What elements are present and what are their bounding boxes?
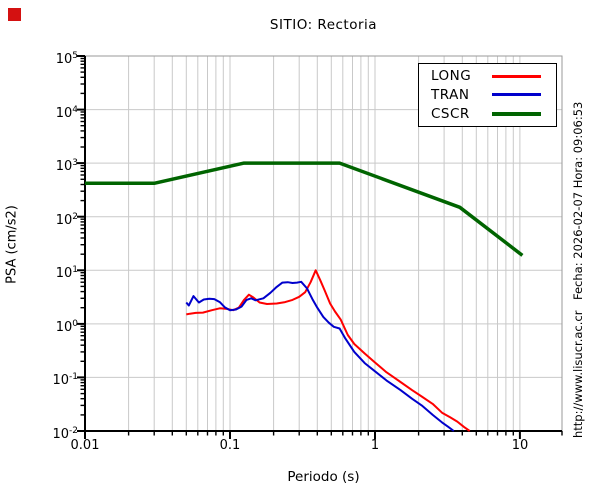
y-tick-label: 10-1 xyxy=(52,372,78,388)
source-url: http://www.lisucr.ac.cr xyxy=(571,310,585,438)
y-axis-label: PSA (cm/s2) xyxy=(4,205,20,284)
legend-item-long: LONG xyxy=(419,68,556,84)
legend-label-tran: TRAN xyxy=(431,86,470,103)
y-tick-label: 102 xyxy=(55,212,78,228)
x-tick-label: 0.1 xyxy=(219,438,241,453)
legend-item-tran: TRAN xyxy=(419,87,556,103)
legend-item-cscr: CSCR xyxy=(419,106,556,122)
y-tick-label: 103 xyxy=(55,158,78,174)
y-tick-label: 104 xyxy=(55,105,78,121)
legend-line-long-icon xyxy=(492,74,541,78)
x-tick-label: 1 xyxy=(370,438,380,453)
x-axis-label: Periodo (s) xyxy=(287,469,360,485)
legend: LONG TRAN CSCR xyxy=(418,63,557,127)
y-tick-label: 101 xyxy=(55,265,78,281)
x-tick-label: 10 xyxy=(511,438,529,453)
legend-line-cscr-icon xyxy=(492,111,541,116)
y-tick-label: 10-2 xyxy=(52,426,78,442)
y-tick-label: 105 xyxy=(55,51,78,67)
y-tick-label: 100 xyxy=(55,319,78,335)
legend-label-cscr: CSCR xyxy=(431,105,470,122)
x-tick-label: 0.01 xyxy=(70,438,100,453)
legend-label-long: LONG xyxy=(431,68,472,85)
legend-line-tran-icon xyxy=(492,93,541,97)
datetime-stamp: Fecha: 2026-02-07 Hora: 09:06:53 xyxy=(571,101,585,300)
chart-title: SITIO: Rectoria xyxy=(269,17,378,33)
corner-marker xyxy=(8,8,21,21)
